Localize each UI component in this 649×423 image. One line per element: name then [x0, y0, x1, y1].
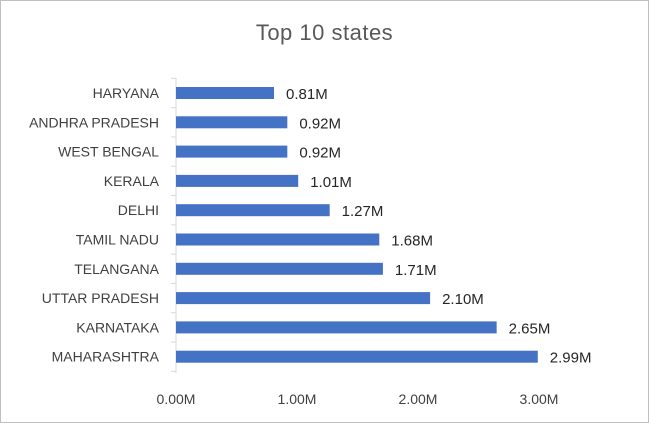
x-tick-label: 0.00M [157, 391, 196, 407]
category-label: KARNATAKA [76, 319, 159, 335]
category-label: ANDHRA PRADESH [29, 114, 159, 130]
bar-karnataka [176, 321, 497, 334]
bar-maharashtra [176, 350, 538, 363]
bar-kerala [176, 174, 299, 187]
labels-group: HARYANA 0.81M ANDHRA PRADESH 0.92M WEST BENG… [29, 85, 591, 407]
category-label: DELHI [118, 202, 159, 218]
data-label: 0.81M [286, 86, 328, 103]
x-tick-label: 2.00M [399, 391, 438, 407]
bar-west-bengal [176, 145, 288, 158]
bar-uttar-pradesh [176, 292, 431, 305]
data-label: 2.99M [550, 350, 592, 367]
bars-group [176, 87, 538, 363]
data-label: 1.01M [310, 174, 352, 191]
data-label: 1.68M [391, 233, 433, 250]
data-label: 0.92M [299, 115, 341, 132]
data-label: 2.65M [509, 320, 551, 337]
bar-haryana [176, 87, 275, 99]
chart-title: Top 10 states [255, 20, 394, 45]
category-label: KERALA [104, 173, 160, 189]
category-label: UTTAR PRADESH [42, 290, 159, 306]
data-label: 1.71M [395, 262, 437, 279]
axis-group [171, 77, 177, 373]
x-tick-label: 3.00M [520, 391, 559, 407]
data-label: 0.92M [299, 145, 341, 162]
category-label: MAHARASHTRA [52, 349, 160, 365]
category-label: WEST BENGAL [58, 144, 159, 160]
bar-tamil-nadu [176, 233, 380, 246]
x-tick-label: 1.00M [278, 391, 317, 407]
data-label: 2.10M [442, 291, 484, 308]
bar-telangana [176, 262, 383, 275]
bar-delhi [176, 204, 330, 217]
data-label: 1.27M [342, 203, 384, 220]
category-label: HARYANA [93, 85, 160, 101]
category-label: TAMIL NADU [76, 232, 159, 248]
category-label: TELANGANA [74, 261, 159, 277]
bar-andhra-pradesh [176, 116, 288, 129]
